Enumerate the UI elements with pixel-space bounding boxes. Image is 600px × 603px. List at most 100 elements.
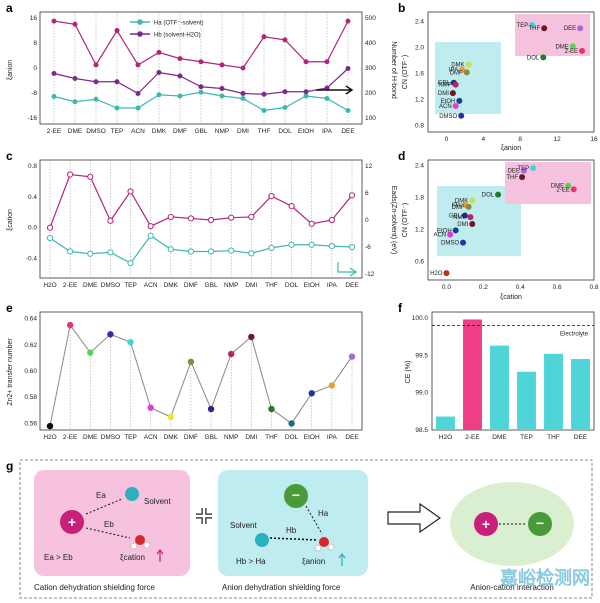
- y-tick-label: 2.4: [415, 19, 424, 26]
- water-oxygen: [319, 537, 329, 547]
- x-tick-label: TEP: [124, 434, 137, 441]
- scatter-point: [459, 66, 466, 73]
- x-tick-label: GBL: [205, 282, 218, 289]
- scatter-point: [463, 69, 470, 76]
- scatter-point: [467, 214, 474, 221]
- y-tick-label: 0.8: [28, 163, 37, 170]
- ea-gt-eb: Ea > Eb: [44, 553, 73, 562]
- eads-point: [67, 248, 74, 255]
- transfer-point: [66, 321, 74, 329]
- x-tick-label: DME: [83, 282, 98, 289]
- scatter-point: [452, 227, 459, 234]
- x-tick-label: 2-EE: [47, 128, 62, 135]
- eads-point: [248, 250, 255, 257]
- y-tick-label: 0: [33, 65, 37, 72]
- x-tick-label: 0.2: [479, 284, 488, 291]
- right-axis-arrow-icon: [337, 262, 358, 277]
- point-label: DME: [555, 44, 568, 50]
- x-tick-label: TEP: [111, 128, 124, 135]
- x-tick-label: 0.4: [516, 284, 525, 291]
- scatter-point: [461, 212, 468, 219]
- up-arrow-icon: [338, 553, 346, 566]
- eads-point: [167, 246, 174, 253]
- ha-point: [324, 96, 330, 101]
- ea-label: Ea: [96, 491, 106, 500]
- y2-tick-label: -6: [365, 244, 371, 251]
- ha-bond: [305, 505, 323, 535]
- panel-g-frame: [19, 459, 593, 599]
- x-tick-label: DMK: [164, 282, 179, 289]
- ha-label: Ha: [318, 509, 329, 518]
- panel-letter-d: d: [398, 149, 405, 163]
- point-label: DMSO: [439, 114, 457, 120]
- x-tick-label: DMK: [152, 128, 167, 135]
- y-tick-label: 2.0: [415, 45, 424, 52]
- panel-d-xlabel: ξcation: [500, 294, 522, 301]
- x-tick-label: IPA: [327, 282, 338, 289]
- panel-c-y-ticks: 0.8 0.4 0.0 -0.4: [26, 163, 38, 263]
- panel-e-y-ticks: 0.64 0.62 0.60 0.58 0.56: [24, 316, 37, 428]
- scatter-point: [565, 182, 572, 189]
- hb-point: [240, 91, 246, 96]
- panel-e-x-ticks: H2O 2-EE DME DMSO TEP ACN DMK DMF GBL NMP DMI THF DO…: [43, 434, 359, 441]
- x-tick-label: DEE: [574, 434, 588, 441]
- hb-point: [198, 84, 204, 90]
- panel-letter-b: b: [398, 1, 405, 15]
- transfer-point: [107, 331, 114, 338]
- point-label: THF: [529, 26, 541, 32]
- x-tick-label: NMP: [224, 282, 238, 289]
- watermark: 嘉峪检测网: [499, 567, 590, 588]
- panel-f-y-ticks: 100.0 99.5 99.0 98.5: [412, 315, 429, 434]
- scatter-point: [469, 221, 476, 227]
- hb-point: [261, 91, 267, 97]
- y2-tick-label: 6: [365, 190, 369, 197]
- panel-a: a 16 8 0 -8 -16 500 400 300 200 100 2-EE DME DMSO T…: [6, 1, 397, 135]
- water-oxygen: [135, 535, 145, 545]
- scatter-point: [495, 191, 502, 198]
- point-label: DMSO: [441, 241, 459, 247]
- water-hydrogen: [143, 541, 151, 549]
- legend-ha-marker: [137, 19, 143, 25]
- ha-point: [219, 93, 225, 99]
- y-tick-label: 99.5: [415, 352, 428, 359]
- y-tick-label: 0.60: [24, 368, 37, 375]
- panel-a-ylabel: ξanion: [7, 60, 14, 80]
- x-tick-label: THF: [547, 434, 560, 441]
- panel-f-bars: [432, 319, 594, 430]
- ha-point: [282, 105, 288, 110]
- x-tick-label: IPA: [322, 128, 333, 135]
- ha-point: [198, 89, 204, 95]
- panel-letter-c: c: [6, 149, 13, 163]
- panel-e-series: [46, 321, 356, 430]
- scatter-point: [469, 197, 476, 204]
- scatter-point: [465, 61, 472, 68]
- panel-d-x-ticks: 0.0 0.2 0.4 0.6 0.8: [442, 284, 599, 291]
- scatter-point: [456, 97, 463, 104]
- xi-anion-point: [198, 59, 204, 65]
- xi-anion-point: [219, 62, 225, 68]
- panel-b-y-ticks: 0.8 1.2 1.6 2.0 2.4: [415, 19, 424, 130]
- x-tick-label: DME: [492, 434, 507, 441]
- panel-c: c 0.8 0.4 0.0 -0.4 12 6 0 -6 -12 H2O 2-EE DME DMSO…: [6, 149, 397, 289]
- x-tick-label: DOL: [285, 434, 299, 441]
- ha-point: [261, 108, 267, 113]
- x-tick-label: 2-EE: [63, 434, 78, 441]
- point-label: TEP: [517, 166, 529, 172]
- x-tick-label: DMSO: [86, 128, 106, 135]
- scatter-point: [519, 174, 526, 181]
- transfer-line: [49, 323, 353, 427]
- cation-caption: Cation dehydration shielding force: [34, 583, 156, 592]
- point-label: H2O: [430, 271, 443, 277]
- x-tick-label: DMF: [173, 128, 187, 135]
- point-label: 2-EE: [556, 187, 569, 193]
- scatter-point: [569, 43, 576, 50]
- x-tick-label: DMF: [184, 434, 198, 441]
- ha-point: [303, 93, 309, 99]
- x-tick-label: DMI: [245, 434, 257, 441]
- hb-point: [156, 70, 162, 75]
- x-tick-label: DME: [83, 434, 98, 441]
